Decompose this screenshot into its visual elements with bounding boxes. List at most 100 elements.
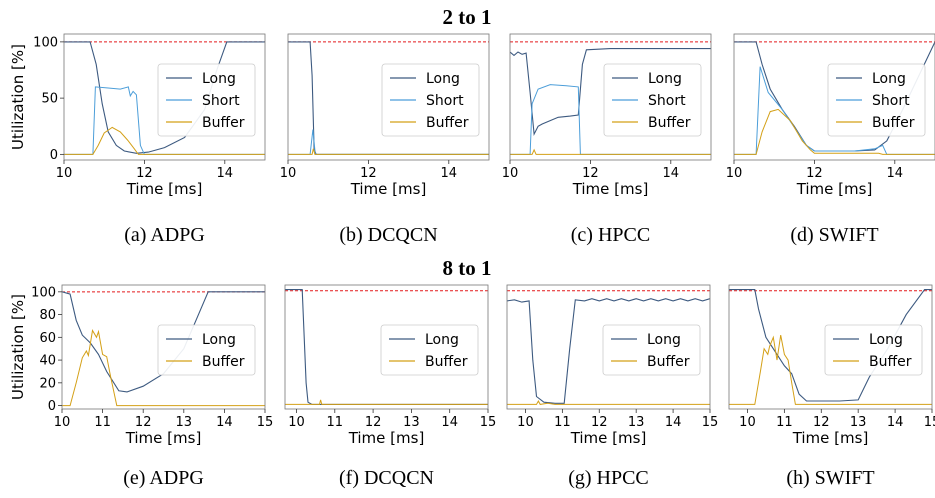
x-tick-label: 10 (280, 166, 297, 181)
y-axis-label: Utilization [%] (9, 294, 27, 400)
x-tick-label: 12 (135, 415, 152, 430)
series-line-buffer (734, 108, 935, 155)
x-tick-label: 14 (441, 415, 458, 430)
legend-box (603, 63, 702, 137)
legend: Long Short Buffer (603, 63, 702, 137)
legend-label-buffer: Buffer (426, 115, 469, 131)
group-title-8-to-1: 8 to 1 (443, 256, 492, 280)
y-axis-label: Utilization [%] (9, 44, 27, 150)
chart-1: 10 12 14 Time [ms] Long Short Buffer (b) DCQCN (280, 33, 490, 246)
legend-box (381, 63, 480, 137)
x-axis-label: Time [ms] (348, 429, 425, 447)
x-tick-label: 13 (403, 415, 420, 430)
legend-label-buffer: Buffer (202, 115, 245, 131)
legend-label-long: Long (647, 332, 681, 348)
x-tick-label: 12 (813, 415, 830, 430)
legend-label-long: Long (648, 71, 682, 87)
subfigure-caption: (d) SWIFT (790, 224, 878, 246)
legend: Long Short Buffer (157, 63, 256, 137)
legend-label-short: Short (648, 93, 686, 109)
y-tick-label: 100 (31, 285, 56, 300)
plot-frame (61, 284, 266, 410)
x-tick-label: 14 (216, 415, 233, 430)
legend-label-buffer: Buffer (202, 354, 245, 370)
series-line-buffer (288, 148, 489, 155)
series-line-buffer (729, 335, 932, 405)
group-title-2-to-1: 2 to 1 (443, 5, 492, 29)
chart-5: 10 11 12 13 14 15 Time [ms] Long Buffer (f) DCQCN (284, 284, 497, 489)
series-line-short (510, 84, 711, 155)
y-tick-label: 0 (48, 399, 56, 414)
legend: Long Buffer (602, 324, 701, 376)
legend-label-short: Short (426, 93, 464, 109)
plot-frame (63, 33, 266, 161)
x-tick-label: 10 (739, 415, 756, 430)
legend-label-long: Long (425, 332, 459, 348)
x-tick-label: 11 (327, 415, 344, 430)
x-tick-label: 10 (502, 166, 519, 181)
x-tick-label: 12 (591, 415, 608, 430)
x-tick-label: 14 (217, 166, 234, 181)
x-tick-label: 11 (554, 415, 571, 430)
x-tick-label: 13 (628, 415, 645, 430)
series-line-buffer (62, 329, 265, 407)
x-tick-label: 12 (360, 166, 377, 181)
chart-7: 10 11 12 13 14 15 Time [ms] Long Buffer (h) SWIFT (728, 284, 935, 489)
legend-label-long: Long (202, 71, 236, 87)
x-tick-label: 11 (94, 415, 111, 430)
x-tick-label: 14 (441, 166, 458, 181)
legend: Long Short Buffer (381, 63, 480, 137)
series-line-short (64, 86, 265, 155)
y-tick-label: 50 (41, 92, 58, 107)
legend-label-short: Short (872, 93, 910, 109)
x-tick-label: 10 (54, 415, 71, 430)
x-tick-label: 10 (56, 166, 73, 181)
legend-box (602, 324, 701, 376)
series-line-buffer (285, 399, 488, 405)
series-line-long (507, 298, 710, 404)
x-tick-label: 15 (924, 415, 935, 430)
legend: Long Short Buffer (827, 63, 926, 137)
subfigure-caption: (c) HPCC (571, 224, 650, 246)
x-tick-label: 14 (887, 166, 904, 181)
subfigure-caption: (g) HPCC (568, 467, 649, 489)
legend: Long Buffer (380, 324, 479, 376)
x-tick-label: 15 (480, 415, 497, 430)
panels: 10 12 14 0 50 100 Time [ms] Utilization [%] Long… (9, 33, 935, 489)
x-tick-label: 14 (887, 415, 904, 430)
chart-4: 10 11 12 13 14 15 0 20 40 60 80 100 Time [ms] Utiliza… (9, 284, 274, 489)
x-tick-label: 15 (257, 415, 274, 430)
legend-label-long: Long (202, 332, 236, 348)
chart-0: 10 12 14 0 50 100 Time [ms] Utilization [%] Long… (9, 33, 266, 246)
x-tick-label: 13 (850, 415, 867, 430)
x-axis-label: Time [ms] (350, 180, 427, 198)
plot-frame (287, 33, 490, 161)
x-tick-label: 12 (806, 166, 823, 181)
chart-2: 10 12 14 Time [ms] Long Short Buffer (c) HPCC (502, 33, 712, 246)
plot-frame (284, 284, 489, 410)
legend-label-long: Long (869, 332, 903, 348)
plot-frame (728, 284, 933, 410)
x-axis-label: Time [ms] (572, 180, 649, 198)
plot-frame (506, 284, 711, 410)
series-line-buffer (64, 126, 265, 155)
x-tick-label: 12 (582, 166, 599, 181)
legend: Long Buffer (157, 324, 256, 376)
subfigure-caption: (e) ADPG (123, 467, 204, 489)
x-tick-label: 14 (663, 166, 680, 181)
x-tick-label: 12 (136, 166, 153, 181)
series-line-buffer (507, 399, 710, 405)
legend-label-buffer: Buffer (648, 115, 691, 131)
legend-label-buffer: Buffer (647, 354, 690, 370)
x-axis-label: Time [ms] (126, 180, 203, 198)
legend: Long Buffer (824, 324, 923, 376)
legend-label-buffer: Buffer (425, 354, 468, 370)
x-tick-label: 10 (288, 415, 305, 430)
chart-6: 10 11 12 13 14 15 Time [ms] Long Buffer (g) HPCC (506, 284, 718, 489)
x-axis-label: Time [ms] (796, 180, 873, 198)
legend-label-long: Long (426, 71, 460, 87)
legend-box (827, 63, 926, 137)
legend-label-buffer: Buffer (872, 115, 915, 131)
